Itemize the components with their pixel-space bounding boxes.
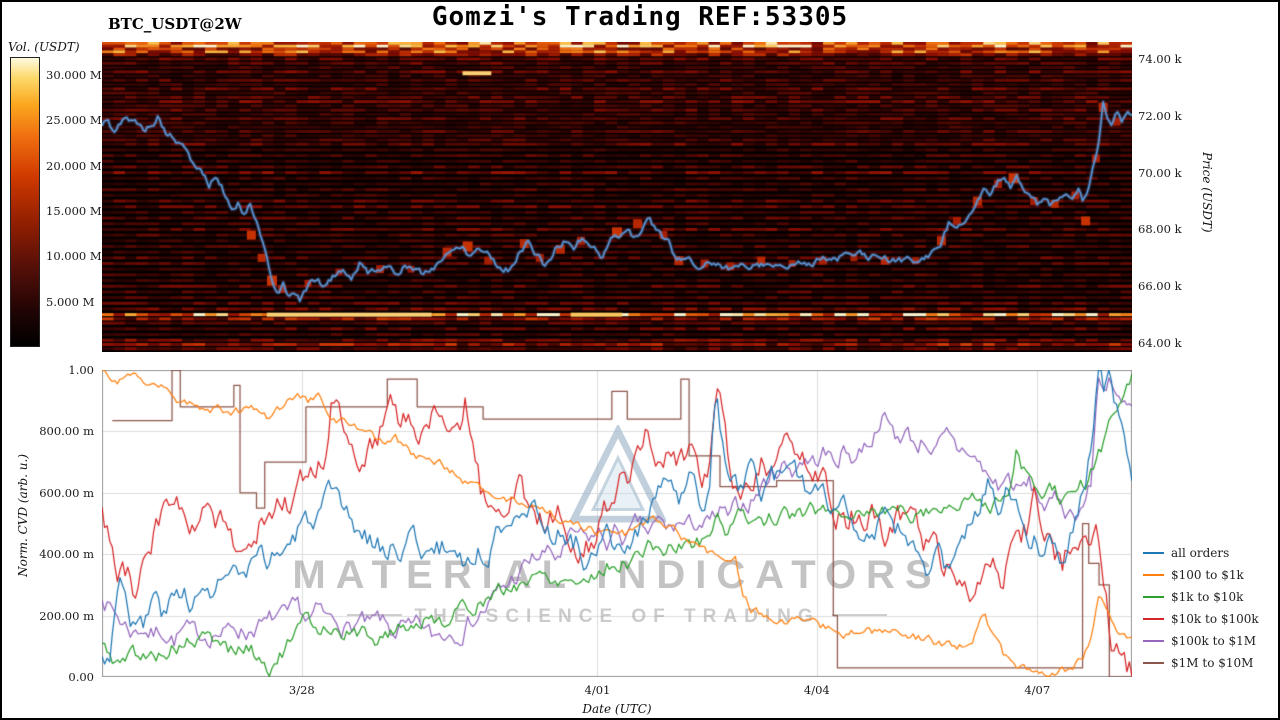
legend-swatch-icon: [1143, 573, 1164, 577]
colorbar-tick-0: 30.000 M: [46, 68, 102, 83]
colorbar-tick-4: 10.000 M: [46, 249, 102, 264]
legend-item-5: $1M to $10M: [1143, 652, 1278, 674]
price-tick-2: 70.00 k: [1138, 165, 1182, 180]
legend: all orders $100 to $1k $1k to $10k $10k to …: [1143, 542, 1278, 674]
liquidity-heatmap-canvas: [102, 42, 1132, 352]
legend-item-0: all orders: [1143, 542, 1278, 564]
colorbar-tick-1: 25.000 M: [46, 113, 102, 128]
price-tick-3: 68.00 k: [1138, 222, 1182, 237]
legend-swatch-icon: [1143, 595, 1164, 599]
cvd-lines-canvas: [102, 370, 1132, 677]
volume-colorbar: [10, 57, 40, 347]
date-tick-3: 4/07: [1024, 683, 1051, 697]
legend-swatch-icon: [1143, 551, 1164, 555]
cvd-y-tick-4: 200.00 m: [39, 608, 94, 623]
price-tick-0: 74.00 k: [1138, 52, 1182, 67]
colorbar-tick-3: 15.000 M: [46, 204, 102, 219]
colorbar-title: Vol. (USDT): [8, 40, 80, 54]
cvd-y-tick-5: 0.00: [68, 670, 94, 684]
legend-label: $100k to $1M: [1171, 634, 1257, 648]
legend-swatch-icon: [1143, 617, 1164, 621]
date-tick-2: 4/04: [803, 683, 830, 697]
price-axis-title: Price (USDT): [1200, 152, 1214, 233]
colorbar-tick-2: 20.000 M: [46, 158, 102, 173]
symbol-label: BTC_USDT@2W: [108, 15, 242, 33]
cvd-y-tick-3: 400.00 m: [39, 547, 94, 562]
cvd-y-tick-2: 600.00 m: [39, 485, 94, 500]
cvd-y-tick-1: 800.00 m: [39, 424, 94, 439]
legend-label: $10k to $100k: [1171, 612, 1259, 626]
legend-label: all orders: [1171, 546, 1230, 560]
legend-item-1: $100 to $1k: [1143, 564, 1278, 586]
date-axis-title: Date (UTC): [582, 702, 652, 716]
legend-label: $1k to $10k: [1171, 590, 1244, 604]
page-title: Gomzi's Trading REF:53305: [431, 2, 849, 32]
legend-swatch-icon: [1143, 639, 1164, 643]
legend-item-4: $100k to $1M: [1143, 630, 1278, 652]
date-tick-0: 3/28: [288, 683, 315, 697]
price-tick-5: 64.00 k: [1138, 336, 1182, 351]
legend-item-2: $1k to $10k: [1143, 586, 1278, 608]
legend-item-3: $10k to $100k: [1143, 608, 1278, 630]
date-tick-1: 4/01: [584, 683, 611, 697]
price-tick-4: 66.00 k: [1138, 279, 1182, 294]
legend-label: $100 to $1k: [1171, 568, 1244, 582]
cvd-y-tick-0: 1.00: [68, 363, 94, 377]
cvd-panel: MATERIAL INDICATORS THE SCIENCE OF TRADI…: [102, 370, 1132, 677]
price-tick-1: 72.00 k: [1138, 108, 1182, 123]
colorbar-tick-5: 5.000 M: [46, 294, 95, 309]
legend-label: $1M to $10M: [1171, 656, 1254, 670]
legend-swatch-icon: [1143, 661, 1164, 665]
